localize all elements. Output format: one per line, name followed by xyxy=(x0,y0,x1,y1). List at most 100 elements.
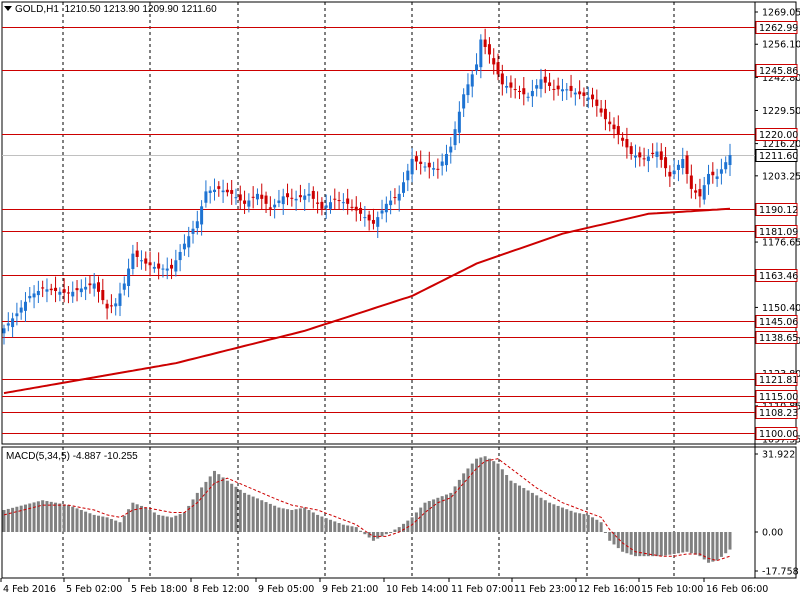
candle-body-139 xyxy=(599,108,603,113)
current-price-label: 1211.60 xyxy=(759,151,798,162)
candle-body-127 xyxy=(548,82,552,86)
candle-body-65 xyxy=(281,196,285,205)
macd-bar-41 xyxy=(178,514,182,532)
candle-body-152 xyxy=(655,151,659,157)
macd-bar-3 xyxy=(15,506,19,532)
candle-body-119 xyxy=(513,89,517,91)
candle-body-132 xyxy=(569,85,573,91)
macd-bar-40 xyxy=(174,515,178,532)
symbol-label: GOLD,H1 xyxy=(15,4,59,15)
chart-header: GOLD,H1 1210.50 1213.90 1209.90 1211.60 xyxy=(2,4,217,15)
candle-body-38 xyxy=(165,268,169,271)
macd-bar-39 xyxy=(170,517,174,532)
chevron-down-icon[interactable] xyxy=(4,6,12,11)
macd-bar-65 xyxy=(281,508,285,532)
candle-body-54 xyxy=(234,197,238,199)
moving-average-line xyxy=(3,207,731,395)
candle-body-106 xyxy=(457,111,461,133)
level-label-3: 1190.12 xyxy=(759,205,798,216)
macd-bar-19 xyxy=(84,511,88,532)
candle-body-136 xyxy=(586,97,590,100)
macd-bar-47 xyxy=(204,481,208,532)
candle-body-35 xyxy=(152,266,156,269)
candle-body-80 xyxy=(346,198,350,204)
macd-bar-9 xyxy=(41,500,45,532)
macd-bar-111 xyxy=(479,457,483,532)
macd-bar-169 xyxy=(728,532,732,550)
x-tick-label-1: 5 Feb 02:00 xyxy=(66,584,122,595)
macd-bar-114 xyxy=(492,461,496,532)
candle-body-143 xyxy=(616,126,620,135)
candle-body-95 xyxy=(410,159,414,175)
macd-bar-126 xyxy=(543,500,547,532)
candle-body-1 xyxy=(6,323,10,326)
candle-body-88 xyxy=(380,210,384,214)
candle-body-49 xyxy=(212,189,216,193)
candle-body-13 xyxy=(58,291,62,295)
candle-body-160 xyxy=(689,175,693,189)
macd-bar-21 xyxy=(92,514,96,532)
candle-body-117 xyxy=(505,85,509,88)
macd-bar-116 xyxy=(500,469,504,532)
level-label-10: 1108.23 xyxy=(759,408,798,419)
macd-bar-105 xyxy=(453,486,457,532)
macd-bar-101 xyxy=(436,497,440,532)
macd-bar-154 xyxy=(664,532,668,556)
price-tick-label-2: 1242.80 xyxy=(762,73,800,84)
macd-bar-155 xyxy=(668,532,672,555)
macd-bar-36 xyxy=(157,514,161,532)
macd-bar-157 xyxy=(676,532,680,554)
macd-bar-63 xyxy=(273,505,277,532)
level-label-7: 1138.65 xyxy=(759,333,798,344)
macd-bar-160 xyxy=(689,532,693,554)
macd-bar-164 xyxy=(707,532,711,563)
candle-body-147 xyxy=(633,155,637,158)
candle-body-137 xyxy=(591,94,595,100)
macd-bar-85 xyxy=(367,532,371,538)
candle-body-40 xyxy=(174,260,178,272)
candle-body-0 xyxy=(2,328,6,334)
macd-bar-33 xyxy=(144,507,148,532)
macd-bar-94 xyxy=(406,520,410,532)
macd-bar-103 xyxy=(444,494,448,532)
candle-body-114 xyxy=(492,58,496,65)
candle-body-12 xyxy=(54,287,58,291)
macd-bar-112 xyxy=(483,456,487,532)
candle-body-101 xyxy=(436,168,440,170)
candle-body-168 xyxy=(724,162,728,170)
macd-bar-49 xyxy=(212,470,216,532)
macd-bar-127 xyxy=(548,502,552,532)
macd-bar-80 xyxy=(346,525,350,532)
level-box-7 xyxy=(755,331,798,344)
macd-bar-88 xyxy=(380,532,384,537)
candle-body-67 xyxy=(290,197,294,199)
candle-body-134 xyxy=(578,91,582,95)
macd-bar-136 xyxy=(586,514,590,532)
macd-bar-113 xyxy=(487,458,491,532)
candle-body-71 xyxy=(307,193,311,196)
macd-bar-76 xyxy=(328,519,332,532)
candle-body-165 xyxy=(711,171,715,176)
level-box-11 xyxy=(755,427,798,440)
macd-bar-96 xyxy=(414,512,418,532)
macd-bar-144 xyxy=(621,532,625,552)
macd-bar-149 xyxy=(642,532,646,557)
macd-bar-12 xyxy=(54,502,58,532)
level-box-9 xyxy=(755,390,798,403)
macd-bar-44 xyxy=(191,499,195,532)
candle-body-10 xyxy=(45,289,49,292)
candle-body-56 xyxy=(243,200,247,204)
candle-body-42 xyxy=(182,243,186,250)
macd-bar-145 xyxy=(625,532,629,554)
macd-bar-100 xyxy=(432,499,436,532)
candle-body-150 xyxy=(646,156,650,162)
macd-bar-153 xyxy=(659,532,663,557)
macd-histogram-group xyxy=(2,456,732,563)
candle-body-112 xyxy=(483,39,487,47)
macd-bar-115 xyxy=(496,463,500,532)
candle-body-131 xyxy=(565,89,569,91)
macd-bar-108 xyxy=(466,468,470,532)
level-box-8 xyxy=(755,373,798,386)
